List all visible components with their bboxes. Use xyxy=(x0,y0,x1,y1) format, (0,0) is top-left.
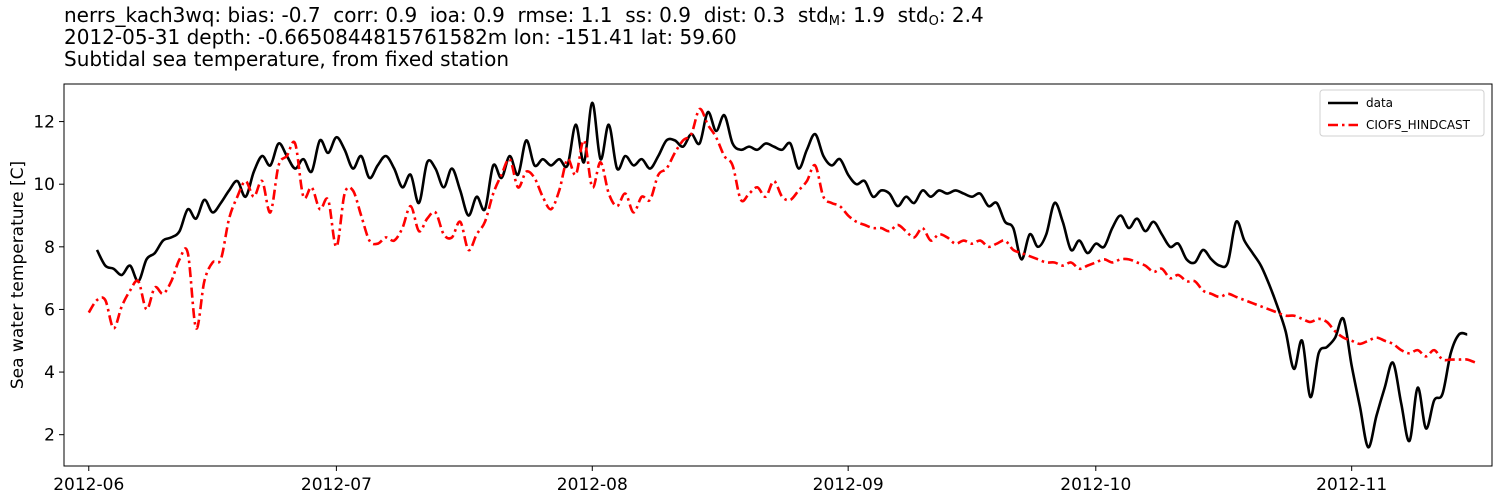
y-tick-label: 2 xyxy=(44,426,55,446)
y-axis: 2 4 6 8 10 12 xyxy=(33,113,64,446)
x-tick-label: 2012-11 xyxy=(1316,475,1387,495)
x-axis: 2012-06 2012-07 2012-08 2012-09 2012-10 2012-… xyxy=(53,466,1387,495)
y-tick-label: 4 xyxy=(44,363,55,383)
legend-box xyxy=(1319,89,1485,137)
chart-title: Subtidal sea temperature, from fixed sta… xyxy=(64,47,509,71)
stats-text-suffix: : 2.4 xyxy=(938,3,984,27)
legend-label: CIOFS_HINDCAST xyxy=(1366,118,1471,132)
x-tick-label: 2012-09 xyxy=(813,475,884,495)
x-tick-label: 2012-06 xyxy=(53,475,124,495)
series-layer xyxy=(87,101,1476,449)
stats-text-prefix: nerrs_kach3wq: bias: -0.7 corr: 0.9 ioa:… xyxy=(64,3,829,27)
x-tick-label: 2012-10 xyxy=(1060,475,1131,495)
y-tick-label: 10 xyxy=(33,175,55,195)
chart-header: nerrs_kach3wq: bias: -0.7 corr: 0.9 ioa:… xyxy=(64,4,984,70)
stats-line: nerrs_kach3wq: bias: -0.7 corr: 0.9 ioa:… xyxy=(64,3,984,29)
stats-text-mid: : 1.9 std xyxy=(840,3,929,27)
legend: data CIOFS_HINDCAST xyxy=(1319,89,1485,137)
y-tick-label: 8 xyxy=(44,238,55,258)
station-info-line: 2012-05-31 depth: -0.6650844815761582m l… xyxy=(64,25,737,49)
y-tick-label: 12 xyxy=(33,113,55,133)
y-axis-label: Sea water temperature [C] xyxy=(8,161,28,389)
y-tick-label: 6 xyxy=(44,300,55,320)
x-tick-label: 2012-07 xyxy=(301,475,372,495)
std-model-subscript: M xyxy=(828,14,841,29)
x-tick-label: 2012-08 xyxy=(557,475,628,495)
series-line-hindcast xyxy=(87,107,1476,364)
plot-frame xyxy=(63,83,1493,467)
legend-label: data xyxy=(1366,96,1393,110)
std-obs-subscript: O xyxy=(928,14,939,29)
series-line-data xyxy=(95,101,1468,449)
